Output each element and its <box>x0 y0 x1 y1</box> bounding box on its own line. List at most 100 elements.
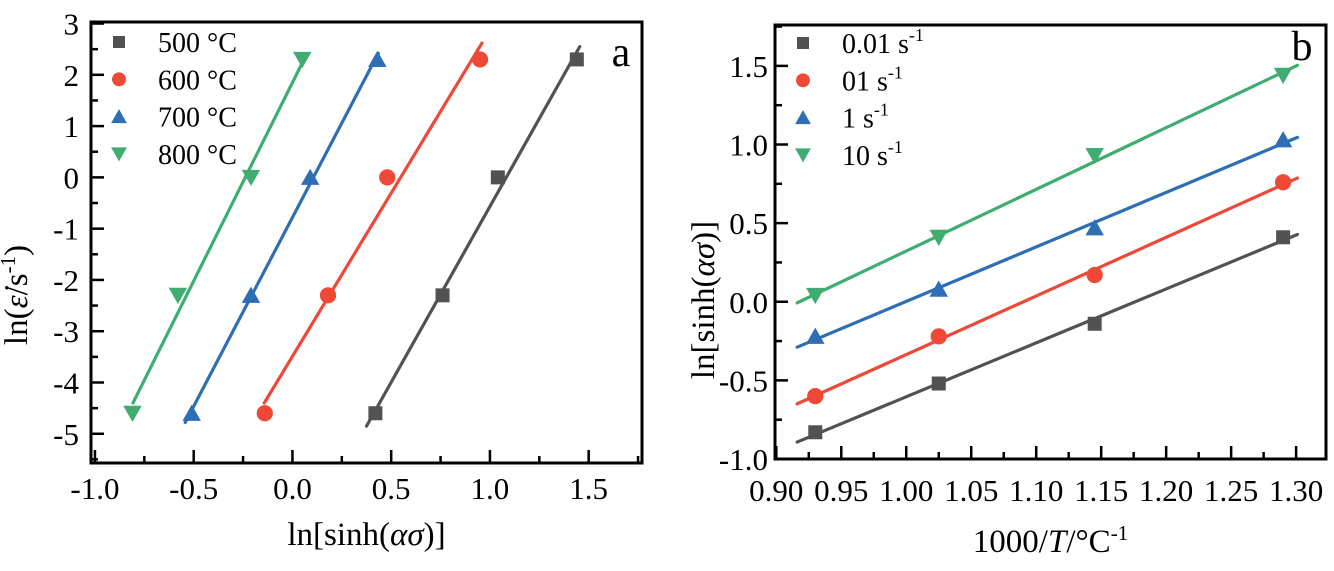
panel-a: -1.0 -0.5 0.0 0.5 1.0 1.5 3 2 1 0 -1 -2 -3 -4 -5 ln[sin… <box>0 7 644 553</box>
fit-line <box>183 51 380 425</box>
data-point-marker <box>368 406 383 421</box>
legend-item-1: 01 s-1 <box>796 62 903 97</box>
data-point-marker <box>368 50 387 67</box>
data-point-marker <box>1274 174 1292 191</box>
data-point-marker <box>808 425 823 440</box>
x-tick-label: -1.0 <box>70 471 119 506</box>
fit-line <box>795 176 1300 406</box>
x-tick-label: 1.30 <box>1269 473 1323 508</box>
data-point-marker <box>931 376 946 391</box>
data-point-marker <box>168 287 188 304</box>
x-tick-label: 1.5 <box>569 471 608 506</box>
x-axis-title: 1000/T/°C-1 <box>973 521 1128 560</box>
fit-line <box>795 232 1300 444</box>
x-tick-label: 0.0 <box>273 471 312 506</box>
legend-label: 800 °C <box>158 140 237 171</box>
data-point-marker <box>435 288 450 303</box>
y-axis-title: ln[sinh(ασ)] <box>690 221 722 379</box>
legend-marker <box>111 109 127 124</box>
x-tick-label: 0.95 <box>814 473 868 508</box>
y-tick-label: -3 <box>53 314 79 349</box>
data-point-marker <box>806 327 825 344</box>
y-tick-label: 1.0 <box>729 128 768 163</box>
series-1 <box>795 174 1300 406</box>
fit-line <box>795 63 1300 305</box>
y-tick-label: 0.0 <box>729 285 768 320</box>
series-3 <box>123 51 312 422</box>
panel-label: b <box>1292 24 1313 70</box>
data-point-marker <box>490 170 505 185</box>
series-0 <box>795 230 1300 444</box>
y-tick-label: 0.5 <box>729 206 768 241</box>
axis-frame <box>89 20 644 465</box>
data-point-marker <box>806 287 825 305</box>
data-point-marker <box>1085 147 1104 165</box>
axis-ticks <box>775 25 1298 461</box>
data-point-marker <box>929 280 948 297</box>
y-tick-label: -1 <box>53 212 79 247</box>
legend-item-3: 10 s-1 <box>795 137 903 172</box>
data-point-marker <box>319 287 337 304</box>
fit-line <box>131 59 305 405</box>
data-point-marker <box>1085 219 1104 236</box>
legend-label: 01 s-1 <box>842 62 903 97</box>
y-axis-title: ln(ε̇/s-1) <box>0 245 35 345</box>
y-tick-label: -1.0 <box>719 442 768 477</box>
legend-label: 600 °C <box>158 65 237 96</box>
legend-label: 500 °C <box>158 28 237 59</box>
legend-marker <box>796 73 810 88</box>
x-axis-title: ln[sinh(ασ)] <box>287 517 445 553</box>
data-point-marker <box>256 405 273 422</box>
series-2 <box>795 131 1300 349</box>
data-point-marker <box>241 169 261 187</box>
legend-marker <box>113 36 125 48</box>
legend-item-0: 0.01 s-1 <box>797 25 924 60</box>
data-point-marker <box>293 51 312 69</box>
x-tick-label: 0.5 <box>372 471 411 506</box>
y-tick-label: -0.5 <box>719 363 768 398</box>
y-tick-label: 3 <box>64 7 80 42</box>
data-point-marker <box>1276 230 1291 245</box>
fit-line <box>262 41 484 405</box>
legend-item-1: 600 °C <box>112 65 237 96</box>
x-tick-label: 1.20 <box>1139 473 1193 508</box>
y-tick-label: 2 <box>64 58 80 93</box>
data-point-marker <box>182 404 201 421</box>
axis-frame <box>773 23 1328 461</box>
legend-label: 0.01 s-1 <box>842 25 924 60</box>
legend: 500 °C 600 °C 700 °C 800 °C <box>111 28 237 171</box>
y-tick-label: 1 <box>64 109 80 144</box>
y-tick-label: 1.5 <box>729 49 768 84</box>
data-point-marker <box>807 387 824 405</box>
data-point-marker <box>300 168 320 185</box>
legend-marker <box>112 72 126 87</box>
series-2 <box>182 50 387 425</box>
x-tick-label: 1.05 <box>944 473 998 508</box>
data-point-marker <box>241 286 261 303</box>
x-tick-label: 1.10 <box>1009 473 1063 508</box>
legend-item-0: 500 °C <box>113 28 237 59</box>
chart-a-svg: -1.0 -0.5 0.0 0.5 1.0 1.5 3 2 1 0 -1 -2 -3 -4 -5 ln[sin… <box>0 7 644 553</box>
data-point-marker <box>1087 316 1102 331</box>
legend-marker <box>795 110 811 125</box>
series-1 <box>256 41 489 422</box>
data-point-marker <box>1273 131 1293 148</box>
y-tick-label: -4 <box>53 365 79 400</box>
x-tick-label: -0.5 <box>169 471 218 506</box>
data-point-marker <box>471 51 489 68</box>
legend-marker <box>111 147 127 162</box>
legend: 0.01 s-101 s-11 s-110 s-1 <box>795 25 924 172</box>
legend-marker <box>797 37 809 49</box>
y-tick-label: 0 <box>64 160 80 195</box>
data-point-marker <box>929 229 948 246</box>
x-tick-label: 1.0 <box>471 471 510 506</box>
series-3 <box>795 63 1300 305</box>
x-tick-label: 1.00 <box>879 473 933 508</box>
legend-label: 700 °C <box>158 103 237 134</box>
legend-marker <box>795 148 811 163</box>
x-tick-label: 1.15 <box>1074 473 1128 508</box>
legend-label: 10 s-1 <box>842 137 903 172</box>
x-tick-label: 0.90 <box>749 473 803 508</box>
legend-item-3: 800 °C <box>111 140 237 171</box>
